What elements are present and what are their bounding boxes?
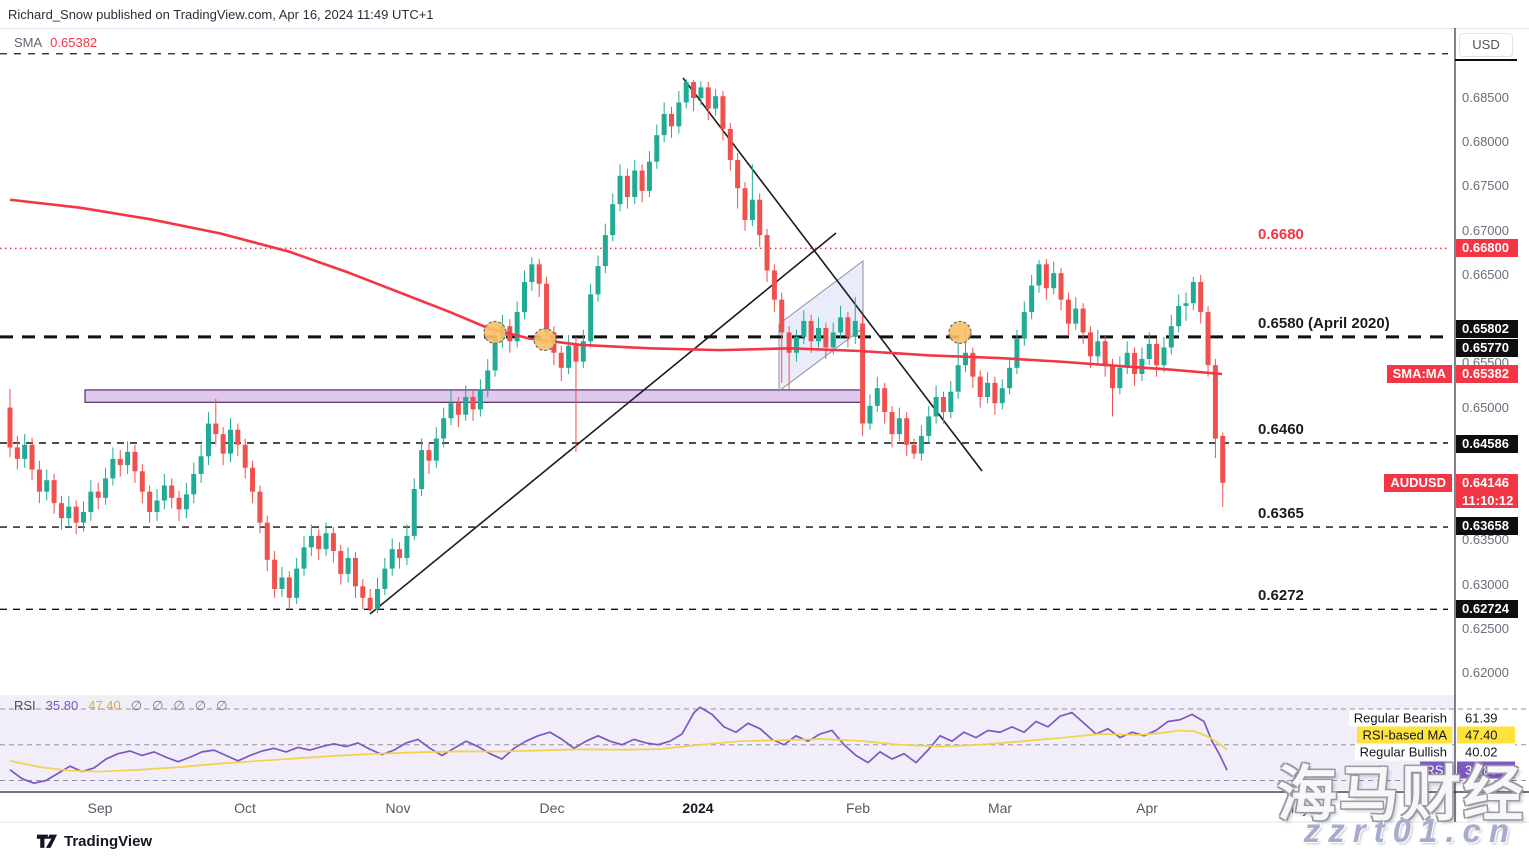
sma-legend-label: SMA [14,35,43,50]
rsi-legend-value: ∅ [194,698,207,713]
tradingview-brand[interactable]: TradingView [36,831,152,851]
symbol-price-tag: AUDUSD [1384,474,1452,493]
time-axis-label: Oct [234,800,256,816]
watermark-cjk-text: 海马财经 [1277,761,1525,828]
price-axis-tick: 0.66500 [1462,266,1509,282]
price-axis-tick: 0.63000 [1462,576,1509,592]
price-axis-tag: 0.63658 [1456,517,1518,536]
rsi-level-name-tag: RSI [1420,761,1452,779]
currency-toggle-button[interactable]: USD [1459,33,1513,57]
rsi-level-value-tag: 35.80 [1457,761,1515,779]
rsi-legend-value: ∅ [152,698,164,713]
rsi-legend-value: ∅ [216,698,228,713]
rsi-legend-values: 35.80 47.40 ∅ ∅ ∅ ∅ ∅ [46,698,238,713]
price-axis-tick: 0.62500 [1462,620,1509,636]
price-level-label: 0.6460 [1258,421,1304,438]
price-axis-tag: 0.65382 [1456,364,1518,383]
time-axis-label: Nov [385,800,411,816]
price-level-label: 0.6580 (April 2020) [1258,314,1390,332]
price-axis-tag: 0.64586 [1456,435,1518,454]
price-axis-tag: 0.64146 11:10:12 [1456,474,1518,509]
rsi-legend-value: 47.40 [88,698,121,713]
price-axis-tick: 0.67500 [1462,178,1509,194]
time-axis-label: May [1282,800,1310,816]
rsi-level-name-tag: RSI-based MA [1357,726,1452,744]
rsi-level-name-tag: Regular Bullish [1354,743,1452,761]
price-axis-tag: 0.65770 [1456,338,1518,357]
time-axis-label: Sep [87,800,113,816]
rsi-legend-value: ∅ [173,698,185,713]
rsi-indicator-legend[interactable]: RSI 35.80 47.40 ∅ ∅ ∅ ∅ ∅ [14,698,247,714]
rsi-level-value-tag: 47.40 [1457,726,1515,744]
price-level-label: 0.6272 [1258,587,1304,605]
publish-header: Richard_Snow published on TradingView.co… [0,0,1529,28]
rsi-legend-value: ∅ [130,698,143,713]
price-axis-tag: 0.62724 [1456,599,1518,618]
rsi-level-value-tag: 61.39 [1457,709,1515,727]
price-level-label: 0.6680 [1258,226,1304,244]
tradingview-brand-label: TradingView [64,832,153,850]
price-axis-tick: 0.63500 [1462,532,1509,548]
sma-legend-value: 0.65382 [50,35,98,50]
time-axis-label: Dec [539,800,565,816]
time-axis-label: 2024 [682,800,714,816]
last-price-time: 11:10:12 [1462,493,1514,509]
publish-title: Richard_Snow published on TradingView.co… [8,7,434,22]
tradingview-logo-icon [36,834,58,848]
rsi-legend-title: RSI [14,698,36,713]
price-axis-tag: 0.65802 [1456,319,1518,338]
time-axis-label: Apr [1136,800,1158,816]
time-axis-label: Feb [845,800,871,816]
rsi-level-name-tag: Regular Bearish [1348,709,1452,727]
time-axis-label: Mar [987,800,1013,816]
sma-price-tag: SMA:MA [1386,364,1452,383]
watermark-url-text: zzrt01.cn [1303,812,1517,849]
price-axis-tick: 0.68000 [1462,134,1509,150]
rsi-level-value-tag: 40.02 [1457,743,1515,761]
price-axis-tick: 0.65000 [1462,399,1509,415]
price-axis-tick: 0.68500 [1462,90,1509,105]
rsi-legend-value: 35.80 [45,698,79,713]
price-axis-tick: 0.67000 [1462,222,1509,238]
price-level-label: 0.6365 [1258,505,1304,523]
price-axis-tick: 0.62000 [1462,665,1509,680]
sma-legend[interactable]: SMA 0.65382 [14,35,97,50]
price-axis-tag: 0.66800 [1456,239,1518,258]
